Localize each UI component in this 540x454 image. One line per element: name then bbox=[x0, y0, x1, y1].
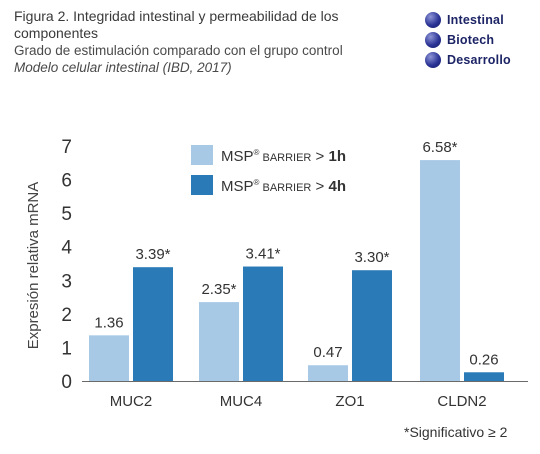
y-tick-label: 0 bbox=[61, 372, 72, 393]
y-tick-label: 7 bbox=[61, 137, 72, 158]
x-tick-label: ZO1 bbox=[335, 393, 364, 410]
logo-word-3: Desarrollo bbox=[447, 53, 511, 67]
logo-row: Biotech bbox=[425, 30, 535, 50]
bar bbox=[89, 335, 129, 381]
study-caption: Modelo celular intestinal (IBD, 2017) bbox=[14, 60, 232, 75]
sphere-icon bbox=[425, 32, 441, 48]
chart-title: Figura 2. Integridad intestinal y permea… bbox=[14, 8, 339, 41]
data-label: 3.39* bbox=[135, 246, 170, 263]
legend-label: MSP® BARRIER > 4h bbox=[221, 178, 346, 195]
logo-row: Desarrollo bbox=[425, 50, 535, 70]
y-tick-label: 3 bbox=[61, 271, 72, 292]
data-label: 0.47 bbox=[313, 344, 342, 361]
y-tick-label: 5 bbox=[61, 204, 72, 225]
logo-word-1: Intestinal bbox=[447, 13, 504, 27]
sphere-icon bbox=[425, 12, 441, 28]
legend-swatch bbox=[191, 175, 213, 195]
bar bbox=[133, 267, 173, 381]
x-tick-label: MUC2 bbox=[110, 393, 153, 410]
legend-swatch bbox=[191, 145, 213, 165]
data-label: 3.30* bbox=[354, 249, 389, 266]
bar bbox=[464, 372, 504, 381]
y-tick-label: 1 bbox=[61, 338, 72, 359]
bar bbox=[199, 302, 239, 381]
data-label: 1.36 bbox=[94, 314, 123, 331]
sphere-icon bbox=[425, 52, 441, 68]
bar bbox=[420, 160, 460, 381]
y-tick-label: 6 bbox=[61, 171, 72, 192]
logo-word-2: Biotech bbox=[447, 33, 495, 47]
significance-note: *Significativo ≥ 2 bbox=[404, 424, 508, 440]
logo-row: Intestinal bbox=[425, 10, 535, 30]
bar bbox=[352, 270, 392, 381]
chart-header: Figura 2. Integridad intestinal y permea… bbox=[14, 8, 404, 76]
x-tick-label: MUC4 bbox=[220, 393, 263, 410]
x-tick-label: CLDN2 bbox=[437, 393, 486, 410]
data-label: 3.41* bbox=[245, 246, 280, 263]
data-label: 2.35* bbox=[201, 281, 236, 298]
bar bbox=[308, 365, 348, 381]
bar bbox=[243, 266, 283, 381]
legend-label: MSP® BARRIER > 1h bbox=[221, 148, 346, 165]
y-tick-label: 4 bbox=[61, 238, 72, 259]
y-tick-label: 2 bbox=[61, 305, 72, 326]
data-label: 0.26 bbox=[469, 351, 498, 368]
data-label: 6.58* bbox=[422, 139, 457, 156]
y-axis-label: Expresión relativa mRNA bbox=[25, 182, 42, 350]
chart-subtitle: Grado de estimulación comparado con el g… bbox=[14, 43, 343, 58]
brand-logo: Intestinal Biotech Desarrollo bbox=[425, 10, 535, 70]
